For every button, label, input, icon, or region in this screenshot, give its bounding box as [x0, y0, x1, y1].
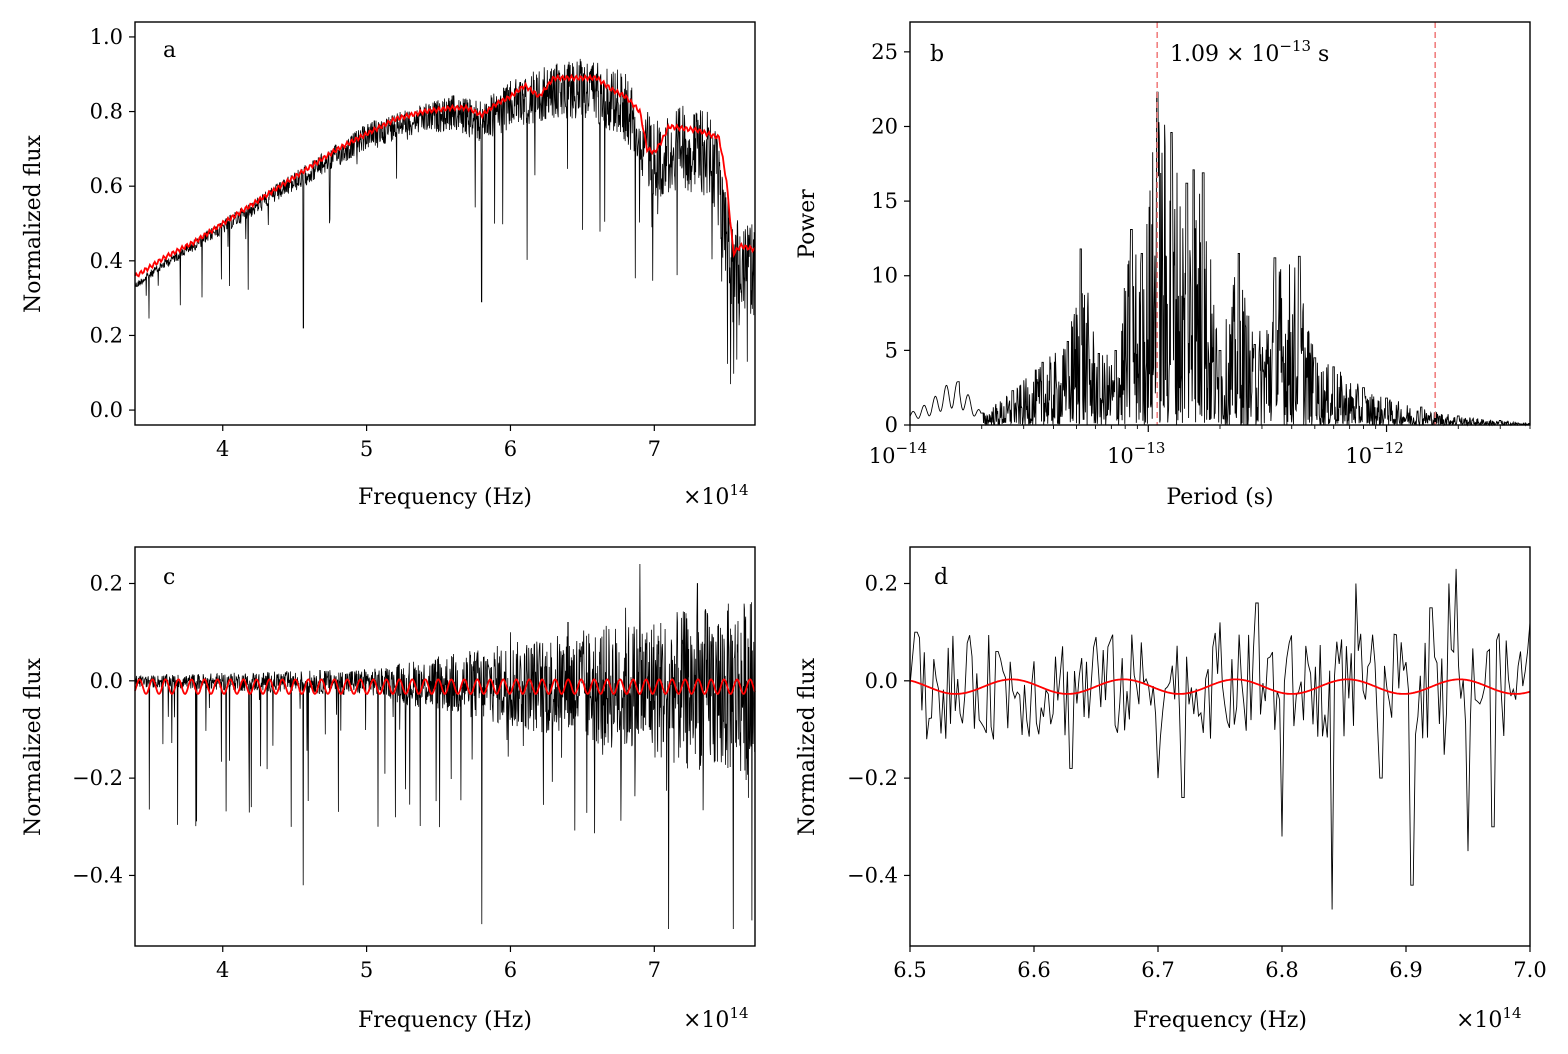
- panel-c-xtick-label: 4: [216, 958, 229, 982]
- panel-b-periodogram-line: [909, 91, 1530, 427]
- panel-b-ytick-label: 0: [885, 413, 898, 437]
- panel-c-xlabel: Frequency (Hz): [358, 1008, 532, 1033]
- panel-d-xtick-label: 6.8: [1265, 958, 1298, 982]
- panel-b-xtick-label: 10−13: [1107, 439, 1165, 468]
- panel-a-xtick-label: 6: [504, 437, 517, 461]
- panel-a-letter: a: [163, 38, 176, 63]
- panel-d-ylabel: Normalized flux: [795, 657, 820, 836]
- panel-c-ytick-label: −0.4: [72, 863, 123, 887]
- panel-d-ytick-label: −0.2: [847, 766, 898, 790]
- panel-b-ytick-label: 25: [871, 40, 898, 64]
- panel-a-ytick-label: 0.2: [90, 323, 123, 347]
- panel-b-ytick-label: 15: [871, 189, 898, 213]
- panel-d: −0.4 −0.2 0.0 0.2 6.5 6.6 6.7 6.8 6.9 7.0 d Freq…: [795, 546, 1547, 1033]
- panel-a-fit-line: [134, 73, 756, 278]
- panel-d-xtick-label: 6.5: [893, 958, 926, 982]
- panel-b-ylabel: Power: [795, 189, 820, 259]
- panel-a-xtick-label: 4: [216, 437, 229, 461]
- panel-b-ytick-label: 10: [871, 264, 898, 288]
- panel-a-xtick-label: 5: [360, 437, 373, 461]
- panel-b-xtick-label: 10−14: [869, 439, 927, 468]
- panel-a-ytick-label: 0.4: [90, 249, 123, 273]
- panel-d-residual-line: [909, 568, 1531, 910]
- panel-b-xtick-label: 10−12: [1345, 439, 1403, 468]
- panel-c-letter: c: [163, 565, 175, 590]
- panel-d-ytick-label: 0.2: [865, 571, 898, 595]
- panel-a: 0.0 0.2 0.4 0.6 0.8 1.0 4 5 6 7 a Frequency (Hz)…: [21, 21, 756, 510]
- panel-b-ytick-label: 20: [871, 114, 898, 138]
- panel-b-annotation: 1.09 × 10−13 s: [1170, 37, 1329, 67]
- panel-a-ytick-label: 0.8: [90, 100, 123, 124]
- panel-c-xscale: ×1014: [683, 1004, 749, 1033]
- panel-d-letter: d: [934, 565, 948, 590]
- panel-a-xscale: ×1014: [683, 481, 749, 510]
- panel-a-ylabel: Normalized flux: [21, 134, 46, 313]
- panel-c-fit-line: [134, 678, 756, 695]
- panel-b-frame: [909, 21, 1531, 426]
- panel-c-ytick-label: 0.2: [90, 571, 123, 595]
- panel-c: −0.4 −0.2 0.0 0.2 4 5 6 7 c Frequency (Hz) ×10…: [21, 546, 756, 1033]
- panel-d-fit-line: [909, 678, 1531, 695]
- panel-c-residual-line: [134, 563, 756, 930]
- panel-d-xtick-label: 6.9: [1389, 958, 1422, 982]
- panel-b: 0 5 10 15 20 25 10−14 10−13 10−12 b 1.09 × 10−1…: [795, 21, 1531, 510]
- panel-c-xtick-label: 7: [648, 958, 661, 982]
- panel-c-ylabel: Normalized flux: [21, 657, 46, 836]
- panel-c-xtick-label: 5: [360, 958, 373, 982]
- panel-a-xlabel: Frequency (Hz): [358, 485, 532, 510]
- panel-d-frame: [909, 546, 1531, 947]
- panel-a-xtick-label: 7: [648, 437, 661, 461]
- panel-a-ytick-label: 1.0: [90, 25, 123, 49]
- panel-b-letter: b: [930, 42, 944, 67]
- panel-c-ytick-label: −0.2: [72, 766, 123, 790]
- panel-c-xtick-label: 6: [504, 958, 517, 982]
- panel-d-xtick-label: 7.0: [1513, 958, 1546, 982]
- panel-d-xscale: ×1014: [1456, 1004, 1522, 1033]
- panel-c-ytick-label: 0.0: [90, 669, 123, 693]
- panel-d-ytick-label: −0.4: [847, 863, 898, 887]
- panel-d-xlabel: Frequency (Hz): [1133, 1008, 1307, 1033]
- panel-d-ytick-label: 0.0: [865, 669, 898, 693]
- panel-a-ytick-label: 0.6: [90, 174, 123, 198]
- panel-b-ytick-label: 5: [885, 338, 898, 362]
- panel-a-frame: [134, 21, 756, 426]
- panel-d-xtick-label: 6.7: [1141, 958, 1174, 982]
- panel-a-spectrum-line: [134, 58, 756, 385]
- panel-a-ytick-label: 0.0: [90, 398, 123, 422]
- panel-d-xtick-label: 6.6: [1017, 958, 1050, 982]
- panel-c-frame: [134, 546, 756, 947]
- panel-b-xlabel: Period (s): [1166, 485, 1273, 510]
